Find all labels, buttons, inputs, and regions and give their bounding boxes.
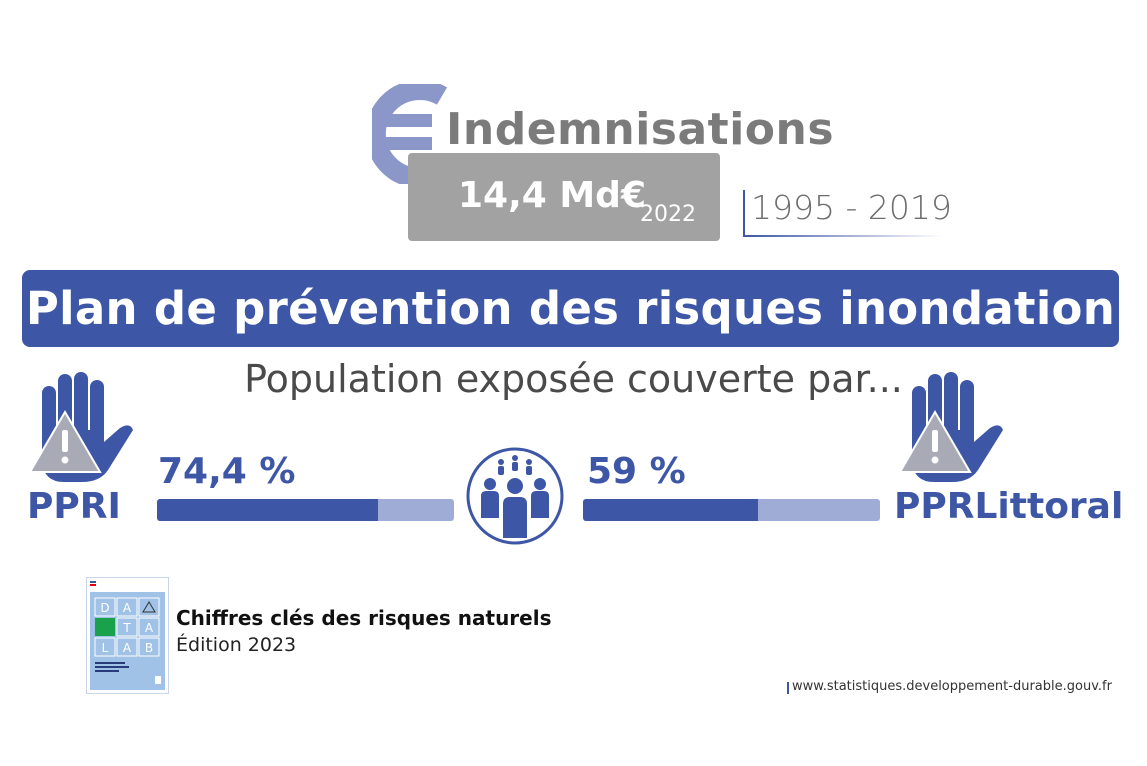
- cover-letter: T: [122, 621, 131, 635]
- ppri-progress-fill: [157, 499, 378, 521]
- amount-value: 14,4 Md€: [458, 175, 646, 216]
- ppr-littoral-percent: 59 %: [587, 451, 686, 492]
- publication-cover[interactable]: D A T A L A B: [86, 577, 169, 694]
- amount-year: 2022: [640, 202, 696, 227]
- ppr-littoral-progress-fill: [583, 499, 759, 521]
- amount-badge: 14,4 Md€ 2022: [408, 153, 720, 241]
- ppr-littoral-progress-bar: [583, 499, 880, 521]
- period-underline: [743, 235, 943, 237]
- banner-title: Plan de prévention des risques inondatio…: [25, 282, 1116, 335]
- ppri-progress-bar: [157, 499, 454, 521]
- cover-letter: L: [102, 641, 109, 655]
- url-marker: [787, 682, 789, 694]
- cover-letter: A: [123, 601, 132, 615]
- title-banner: Plan de prévention des risques inondatio…: [22, 270, 1119, 347]
- ppri-label: PPRI: [27, 486, 121, 527]
- cover-letter: D: [100, 601, 109, 615]
- ppr-littoral-label: PPRLittoral: [894, 486, 1124, 527]
- period-frame: [743, 190, 943, 236]
- cover-art: D A T A L A B: [87, 578, 168, 693]
- cover-letter: A: [123, 641, 132, 655]
- page-title: Indemnisations: [446, 104, 835, 155]
- cover-letter: A: [145, 621, 154, 635]
- people-group-icon: [466, 447, 564, 545]
- period-label: 1995 - 2019: [751, 188, 952, 227]
- raised-hand-warning-icon: [30, 372, 133, 482]
- ppri-percent: 74,4 %: [158, 451, 296, 492]
- raised-hand-warning-icon: [900, 372, 1003, 482]
- publication-edition: Édition 2023: [176, 634, 297, 656]
- subtitle: Population exposée couverte par...: [244, 357, 903, 401]
- cover-letter: B: [145, 641, 153, 655]
- website-link[interactable]: www.statistiques.developpement-durable.g…: [792, 679, 1112, 694]
- publication-title: Chiffres clés des risques naturels: [176, 606, 552, 630]
